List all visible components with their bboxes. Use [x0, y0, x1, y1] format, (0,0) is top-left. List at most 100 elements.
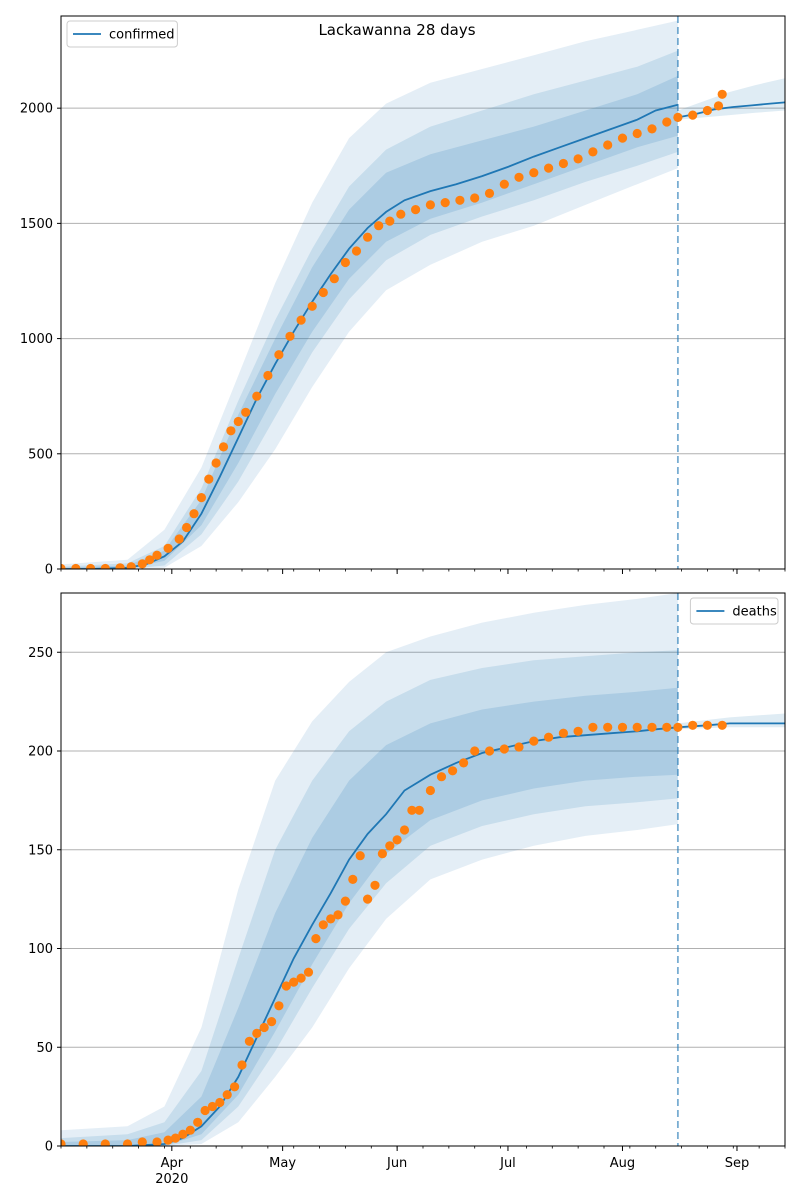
data-point [407, 805, 417, 815]
data-point [647, 124, 657, 134]
data-point [222, 1090, 232, 1100]
data-point [399, 825, 410, 835]
data-point [370, 880, 380, 890]
data-point [499, 179, 509, 189]
y-tick-label: 500 [28, 447, 53, 462]
confidence-band [61, 75, 678, 569]
data-point [632, 722, 642, 732]
y-tick-label: 100 [28, 942, 53, 957]
confidence-band [61, 593, 678, 1146]
y-tick-label: 50 [36, 1041, 53, 1056]
data-point [662, 722, 672, 732]
data-point [340, 896, 350, 906]
data-point [244, 1036, 254, 1046]
data-point [137, 1137, 147, 1146]
data-point [226, 426, 236, 436]
data-point [204, 474, 214, 484]
data-point [617, 133, 628, 143]
plot-area [61, 16, 785, 569]
data-point [211, 458, 221, 468]
data-point [688, 720, 698, 730]
data-point [100, 1139, 110, 1146]
plot-area [61, 593, 785, 1146]
data-point [252, 1028, 262, 1038]
data-point [363, 894, 373, 904]
data-point [355, 851, 365, 861]
data-point [411, 205, 421, 215]
data-point [617, 722, 628, 732]
data-point [326, 914, 336, 924]
data-point [717, 89, 727, 99]
data-point [448, 766, 458, 776]
legend-label: deaths [732, 605, 777, 620]
data-point [573, 726, 583, 736]
data-point [484, 188, 495, 198]
data-point [436, 772, 447, 782]
data-point [267, 1017, 277, 1027]
data-point [218, 442, 229, 452]
data-point [440, 198, 450, 208]
data-point [163, 543, 173, 553]
data-point [61, 1139, 66, 1146]
data-point [544, 163, 554, 173]
data-point [573, 154, 583, 164]
data-point [392, 835, 402, 845]
legend-box [66, 20, 178, 48]
data-point [351, 246, 362, 256]
data-point [396, 209, 406, 219]
data-point [178, 1129, 188, 1139]
top-chart: 0 500 1000 1500 2000 confirmed [20, 15, 786, 578]
data-point [514, 742, 524, 752]
data-point [237, 1060, 247, 1070]
data-point [647, 722, 657, 732]
data-point [274, 350, 284, 360]
data-point [281, 981, 291, 991]
data-point [296, 315, 306, 325]
data-point [122, 1139, 133, 1146]
data-point [145, 555, 155, 565]
y-tick-label: 2000 [20, 102, 53, 117]
x-tick-label: Sep [725, 1156, 750, 1171]
data-point [455, 195, 465, 205]
data-point [152, 550, 162, 560]
data-point [470, 193, 480, 203]
legend: deaths [689, 597, 779, 625]
legend-box [689, 597, 779, 625]
x-tick-label: Aug [610, 1156, 635, 1171]
data-point [182, 522, 192, 533]
data-point [632, 128, 642, 139]
data-point [193, 1117, 203, 1127]
data-point [385, 216, 395, 226]
y-tick-label: 250 [28, 646, 53, 661]
chart-title: Lackawanna 28 days [318, 21, 475, 39]
data-point [318, 287, 328, 298]
confidence-band [61, 20, 678, 569]
data-point [233, 416, 243, 427]
data-point [558, 158, 569, 169]
data-point [529, 736, 539, 746]
data-point [100, 563, 110, 569]
data-point [263, 370, 273, 381]
data-point [307, 301, 317, 311]
data-point [484, 746, 495, 756]
data-point [207, 1101, 217, 1112]
data-point [702, 720, 713, 730]
data-point [717, 720, 727, 730]
data-point [185, 1125, 195, 1135]
x-tick-sublabel: 2020 [155, 1172, 188, 1187]
data-point [230, 1082, 240, 1092]
data-point [588, 722, 598, 732]
data-point [514, 172, 524, 182]
data-point [296, 973, 306, 983]
data-point [241, 407, 251, 417]
data-point [137, 559, 147, 569]
data-point [196, 493, 206, 503]
data-point [285, 331, 295, 341]
data-point [374, 221, 384, 231]
data-point [603, 722, 613, 732]
legend: confirmed [66, 20, 178, 48]
data-point [115, 563, 125, 569]
y-tick-label: 1000 [20, 332, 53, 347]
data-point [71, 563, 81, 569]
